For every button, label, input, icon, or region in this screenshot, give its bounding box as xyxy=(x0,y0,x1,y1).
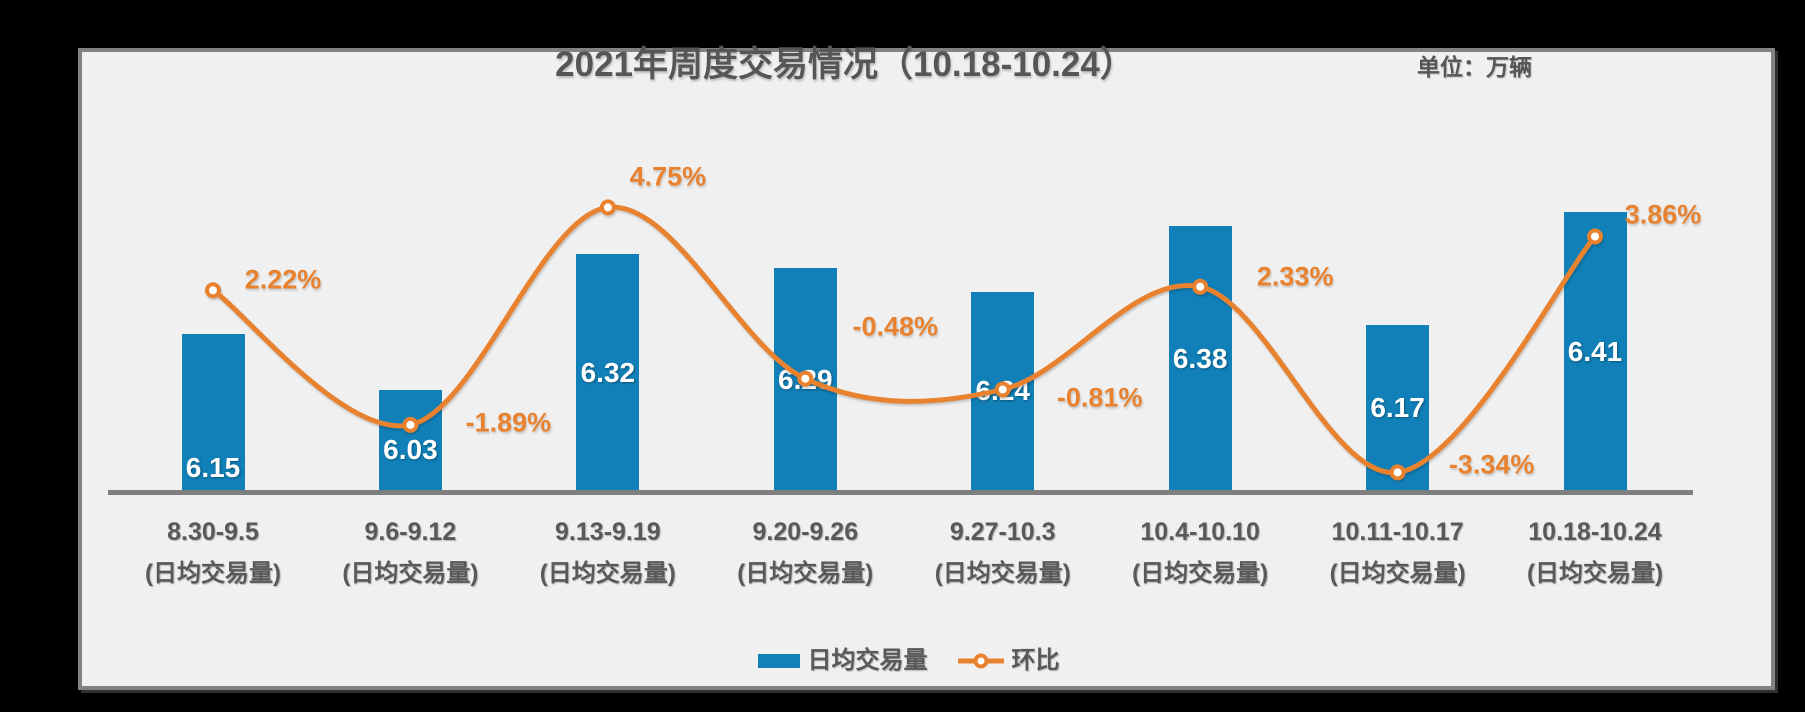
category-sublabel: (日均交易量) xyxy=(934,560,1071,587)
bar-value-label: 6.17 xyxy=(1370,391,1425,423)
bar-value-label: 6.38 xyxy=(1172,342,1228,374)
legend-item-line: 环比 xyxy=(957,646,1060,676)
legend: 日均交易量 环比 xyxy=(82,644,1735,678)
category-sublabel: (日均交易量) xyxy=(539,560,676,587)
unit-label: 单位：万辆 xyxy=(1417,54,1532,80)
bar-value-label: 6.29 xyxy=(778,363,833,395)
category-sublabel: (日均交易量) xyxy=(1329,560,1466,587)
line-marker-icon xyxy=(599,199,616,216)
bar-value-label: 6.24 xyxy=(975,375,1030,407)
category-label: 8.30-9.5 (日均交易量) xyxy=(114,516,311,590)
category-label: 9.20-9.26 (日均交易量) xyxy=(707,516,904,590)
legend-line-label: 环比 xyxy=(1011,647,1060,674)
category-range-label: 10.4-10.10 xyxy=(1140,518,1260,546)
category-label: 10.11-10.17 (日均交易量) xyxy=(1299,516,1496,590)
legend-item-bar: 日均交易量 xyxy=(757,646,928,676)
bar-value-label: 6.03 xyxy=(383,434,438,465)
pct-data-label: 3.86% xyxy=(1624,199,1702,229)
category-range-label: 9.6-9.12 xyxy=(364,518,457,546)
legend-bar-swatch-icon xyxy=(757,654,800,668)
pct-data-label: 2.22% xyxy=(244,264,322,295)
category-label: 9.6-9.12 (日均交易量) xyxy=(312,516,509,590)
pct-data-label: -0.81% xyxy=(1056,382,1143,412)
category-label: 9.27-10.3 (日均交易量) xyxy=(904,516,1101,590)
pct-data-label: 4.75% xyxy=(629,161,707,192)
pct-data-label: -1.89% xyxy=(465,407,552,438)
line-marker-icon xyxy=(205,282,221,299)
category-sublabel: (日均交易量) xyxy=(145,560,281,587)
legend-line-swatch-icon xyxy=(957,653,1004,669)
category-label: 9.13-9.19 (日均交易量) xyxy=(509,516,706,590)
category-range-label: 10.18-10.24 xyxy=(1528,518,1662,546)
trend-line-layer xyxy=(205,199,1603,481)
category-range-label: 8.30-9.5 xyxy=(167,518,259,546)
chart-title: 2021年周度交易情况（10.18-10.24） xyxy=(555,45,1135,84)
pct-data-label: 2.33% xyxy=(1256,261,1334,292)
category-range-label: 9.13-9.19 xyxy=(554,518,661,546)
legend-bar-label: 日均交易量 xyxy=(807,647,928,674)
pct-data-label: -3.34% xyxy=(1448,449,1535,480)
category-sublabel: (日均交易量) xyxy=(1527,560,1663,587)
bar-value-label: 6.32 xyxy=(580,356,636,388)
category-range-label: 9.20-9.26 xyxy=(752,518,859,546)
category-sublabel: (日均交易量) xyxy=(1132,560,1269,587)
x-axis-line xyxy=(108,490,1693,495)
pct-data-label: -0.48% xyxy=(852,311,939,342)
category-range-label: 10.11-10.17 xyxy=(1331,518,1464,546)
bar-value-label: 6.15 xyxy=(185,452,241,483)
category-sublabel: (日均交易量) xyxy=(737,560,874,587)
category-sublabel: (日均交易量) xyxy=(342,560,479,587)
plot-area: 6.15 8.30-9.5 (日均交易量) 6.03 9.6-9.12 (日均交易量) 6.… xyxy=(82,52,1771,686)
chart-panel: 2021年周度交易情况（10.18-10.24） 单位：万辆 6.15 8.30-… xyxy=(78,45,1775,690)
category-label: 10.4-10.10 (日均交易量) xyxy=(1101,516,1298,590)
bar-value-label: 6.41 xyxy=(1567,335,1623,367)
category-range-label: 9.27-10.3 xyxy=(949,518,1056,546)
category-label: 10.18-10.24 (日均交易量) xyxy=(1496,516,1693,590)
